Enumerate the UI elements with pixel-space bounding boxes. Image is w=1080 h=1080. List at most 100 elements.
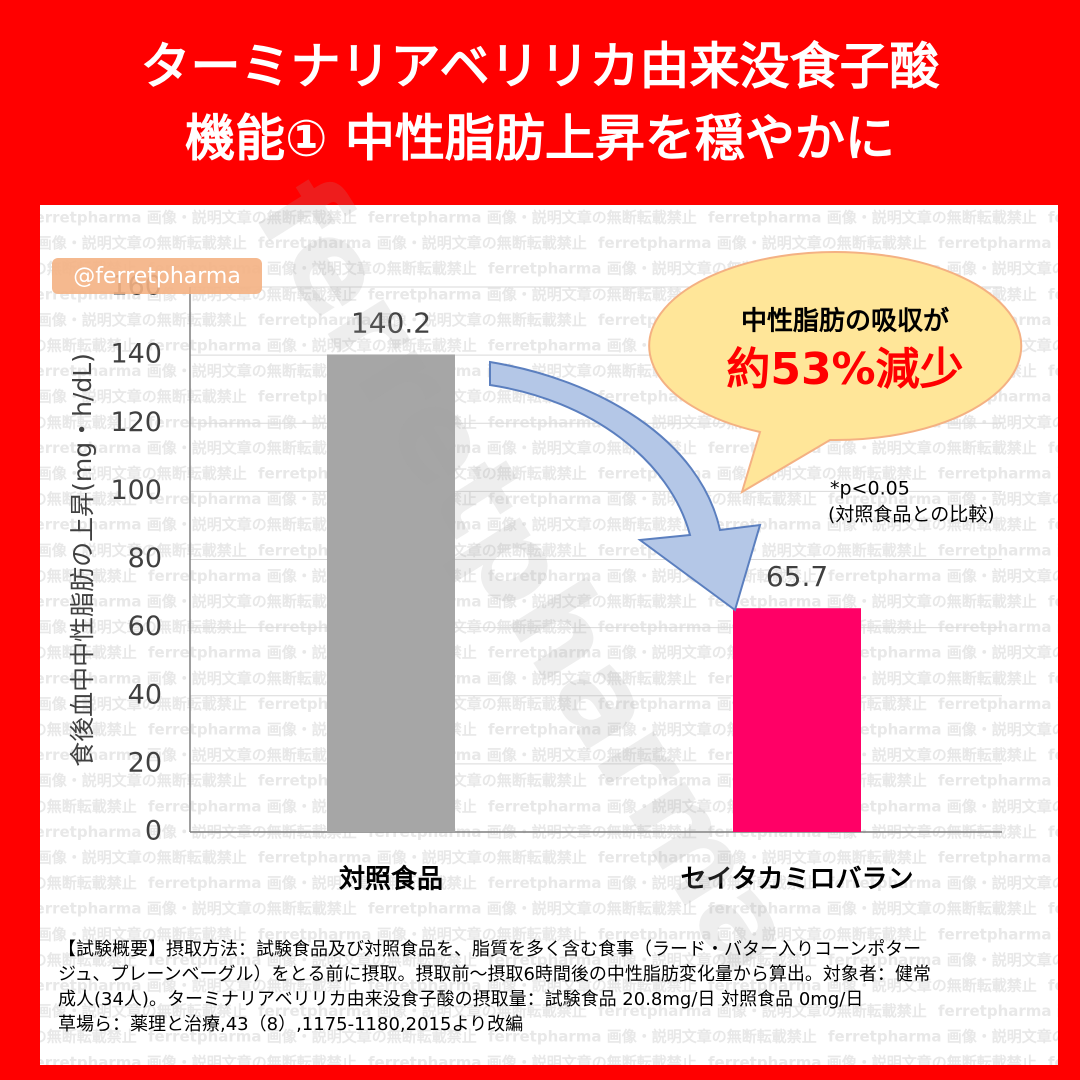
watermark: ferretpharma 画像・説明文章の無断転載禁止 [708, 593, 1037, 611]
watermark: ferretpharma 画像・説明文章の無断転載禁止 [258, 311, 587, 329]
watermark: ferretpharma 画像・説明文章の無断転載禁止 [0, 490, 137, 508]
watermark: ferretpharma 画像・説明文章の無断転載禁止 [368, 285, 697, 303]
watermark: ferretpharma 画像・説明文章の無断転載禁止 [28, 977, 357, 995]
watermark: ferretpharma 画像・説明文章の無断転載禁止 [488, 951, 817, 969]
value-label: 65.7 [766, 560, 828, 593]
value-label: 140.2 [351, 306, 431, 339]
watermark: ferretpharma 画像・説明文章の無断転載禁止 [1048, 746, 1080, 764]
annotation: (対照食品との比較) [828, 504, 995, 526]
watermark: ferretpharma 画像・説明文章の無断転載禁止 [0, 234, 247, 252]
watermark: ferretpharma 画像・説明文章の無断転載禁止 [828, 567, 1080, 585]
watermark: ferretpharma 画像・説明文章の無断転載禁止 [28, 900, 357, 918]
watermark: ferretpharma 画像・説明文章の無断転載禁止 [0, 797, 137, 815]
callout-bubble [648, 251, 1023, 495]
watermark: ferretpharma 画像・説明文章の無断転載禁止 [148, 951, 477, 969]
x-tick-label: セイタカミロバラン [681, 865, 914, 895]
badge-text: @ferretpharma [73, 264, 241, 289]
watermark: ferretpharma 画像・説明文章の無断転載禁止 [598, 925, 927, 943]
watermark: ferretpharma 画像・説明文章の無断転載禁止 [28, 593, 357, 611]
watermark: ferretpharma 画像・説明文章の無断転載禁止 [938, 695, 1080, 713]
watermark: ferretpharma 画像・説明文章の無断転載禁止 [258, 1002, 587, 1020]
watermark: ferretpharma 画像・説明文章の無断転載禁止 [368, 1053, 697, 1071]
y-tick-label: 80 [128, 543, 162, 574]
watermark: ferretpharma 画像・説明文章の無断転載禁止 [828, 797, 1080, 815]
watermark: ferretpharma 画像・説明文章の無断転載禁止 [828, 951, 1080, 969]
watermark: ferretpharma 画像・説明文章の無断転載禁止 [0, 644, 137, 662]
watermark: ferretpharma 画像・説明文章の無断転載禁止 [28, 746, 357, 764]
y-tick-label: 120 [110, 407, 162, 438]
callout-text: 中性脂肪の吸収が [741, 306, 949, 337]
watermark: ferretpharma 画像・説明文章の無断転載禁止 [0, 413, 137, 431]
watermark: ferretpharma 画像・説明文章の無断転載禁止 [1048, 516, 1080, 534]
watermark: ferretpharma 画像・説明文章の無断転載禁止 [938, 849, 1080, 867]
watermark: ferretpharma 画像・説明文章の無断転載禁止 [148, 1028, 477, 1046]
footnote: 草場ら：薬理と治療,43（8）,1175-1180,2015より改編 [58, 1014, 523, 1035]
watermark: ferretpharma 画像・説明文章の無断転載禁止 [28, 669, 357, 687]
watermark: ferretpharma 画像・説明文章の無断転載禁止 [368, 209, 697, 227]
watermark: ferretpharma 画像・説明文章の無断転載禁止 [28, 439, 357, 457]
watermark: ferretpharma 画像・説明文章の無断転載禁止 [828, 644, 1080, 662]
watermark: ferretpharma 画像・説明文章の無断転載禁止 [708, 1053, 1037, 1071]
watermark: ferretpharma 画像・説明文章の無断転載禁止 [1048, 669, 1080, 687]
footnote: 【試験概要】摂取方法：試験食品及び対照食品を、脂質を多く含む食事（ラード・バター… [58, 939, 921, 960]
watermark: ferretpharma 画像・説明文章の無断転載禁止 [1048, 823, 1080, 841]
watermark: ferretpharma 画像・説明文章の無断転載禁止 [828, 721, 1080, 739]
watermark: ferretpharma 画像・説明文章の無断転載禁止 [1048, 209, 1080, 227]
watermark: ferretpharma 画像・説明文章の無断転載禁止 [0, 772, 247, 790]
watermark: ferretpharma 画像・説明文章の無断転載禁止 [938, 465, 1080, 483]
watermark: ferretpharma 画像・説明文章の無断転載禁止 [0, 1002, 247, 1020]
watermark: ferretpharma 画像・説明文章の無断転載禁止 [1048, 285, 1080, 303]
watermark: ferretpharma 画像・説明文章の無断転載禁止 [28, 1053, 357, 1071]
y-tick-label: 60 [128, 611, 162, 642]
watermark: ferretpharma 画像・説明文章の無断転載禁止 [0, 541, 247, 559]
watermark: ferretpharma 画像・説明文章の無断転載禁止 [1048, 977, 1080, 995]
y-tick-label: 40 [128, 679, 162, 710]
watermark: ferretpharma 画像・説明文章の無断転載禁止 [1048, 439, 1080, 457]
watermark: ferretpharma 画像・説明文章の無断転載禁止 [708, 516, 1037, 534]
title-line: 機能① 中性脂肪上昇を穏やかに [185, 110, 895, 168]
bar [327, 354, 455, 832]
watermark: ferretpharma 画像・説明文章の無断転載禁止 [708, 977, 1037, 995]
watermark: ferretpharma 画像・説明文章の無断転載禁止 [0, 337, 137, 355]
watermark: ferretpharma 画像・説明文章の無断転載禁止 [0, 311, 247, 329]
watermark: ferretpharma 画像・説明文章の無断転載禁止 [28, 516, 357, 534]
watermark: ferretpharma 画像・説明文章の無断転載禁止 [598, 234, 927, 252]
watermark: ferretpharma 画像・説明文章の無断転載禁止 [368, 977, 697, 995]
watermark: ferretpharma 画像・説明文章の無断転載禁止 [828, 1028, 1080, 1046]
watermark: ferretpharma 画像・説明文章の無断転載禁止 [368, 900, 697, 918]
watermark: ferretpharma 画像・説明文章の無断転載禁止 [0, 1028, 137, 1046]
watermark: ferretpharma 画像・説明文章の無断転載禁止 [828, 490, 1080, 508]
watermark: ferretpharma 画像・説明文章の無断転載禁止 [0, 465, 247, 483]
watermark: ferretpharma 画像・説明文章の無断転載禁止 [0, 618, 247, 636]
bar [733, 608, 861, 832]
callout-text: 約53%減少 [726, 344, 963, 395]
y-tick-label: 20 [128, 747, 162, 778]
watermark: ferretpharma 画像・説明文章の無断転載禁止 [0, 388, 247, 406]
badge [52, 258, 262, 294]
watermark: ferretpharma 画像・説明文章の無断転載禁止 [488, 874, 817, 892]
y-axis-label: 食後血中中性脂肪の上昇(mg・h/dL) [68, 353, 97, 767]
watermark: ferretpharma 画像・説明文章の無断転載禁止 [0, 925, 247, 943]
arrow [489, 360, 762, 612]
y-tick-label: 0 [145, 816, 162, 847]
watermark: ferretpharma 画像・説明文章の無断転載禁止 [0, 721, 137, 739]
watermark: ferretpharma 画像・説明文章の無断転載禁止 [0, 567, 137, 585]
watermark: ferretpharma 画像・説明文章の無断転載禁止 [828, 874, 1080, 892]
watermark: ferretpharma 画像・説明文章の無断転載禁止 [938, 925, 1080, 943]
title-line: ターミナリアベリリカ由来没食子酸 [141, 38, 941, 96]
y-tick-label: 140 [110, 339, 162, 370]
y-tick-label: 100 [110, 475, 162, 506]
watermark: ferretpharma 画像・説明文章の無断転載禁止 [938, 772, 1080, 790]
watermark: ferretpharma 画像・説明文章の無断転載禁止 [28, 209, 357, 227]
watermark: ferretpharma 画像・説明文章の無断転載禁止 [0, 849, 247, 867]
watermark: ferretpharma 画像・説明文章の無断転載禁止 [1048, 1053, 1080, 1071]
watermark: ferretpharma 画像・説明文章の無断転載禁止 [0, 874, 137, 892]
watermark: ferretpharma 画像・説明文章の無断転載禁止 [28, 362, 357, 380]
watermark: ferretpharma 画像・説明文章の無断転載禁止 [258, 234, 587, 252]
watermark: ferretpharma 画像・説明文章の無断転載禁止 [598, 1002, 927, 1020]
watermark: ferretpharma 画像・説明文章の無断転載禁止 [1048, 362, 1080, 380]
watermark: ferretpharma 画像・説明文章の無断転載禁止 [938, 541, 1080, 559]
footnote: 成人(34人)。ターミナリアベリリカ由来没食子酸の摂取量：試験食品 20.8mg… [58, 989, 863, 1010]
watermark: ferretpharma 画像・説明文章の無断転載禁止 [1048, 593, 1080, 611]
watermark: ferretpharma 画像・説明文章の無断転載禁止 [938, 234, 1080, 252]
